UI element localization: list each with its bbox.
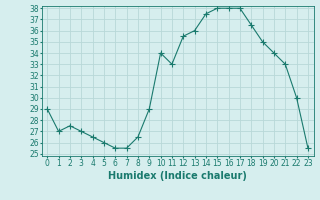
X-axis label: Humidex (Indice chaleur): Humidex (Indice chaleur) — [108, 171, 247, 181]
